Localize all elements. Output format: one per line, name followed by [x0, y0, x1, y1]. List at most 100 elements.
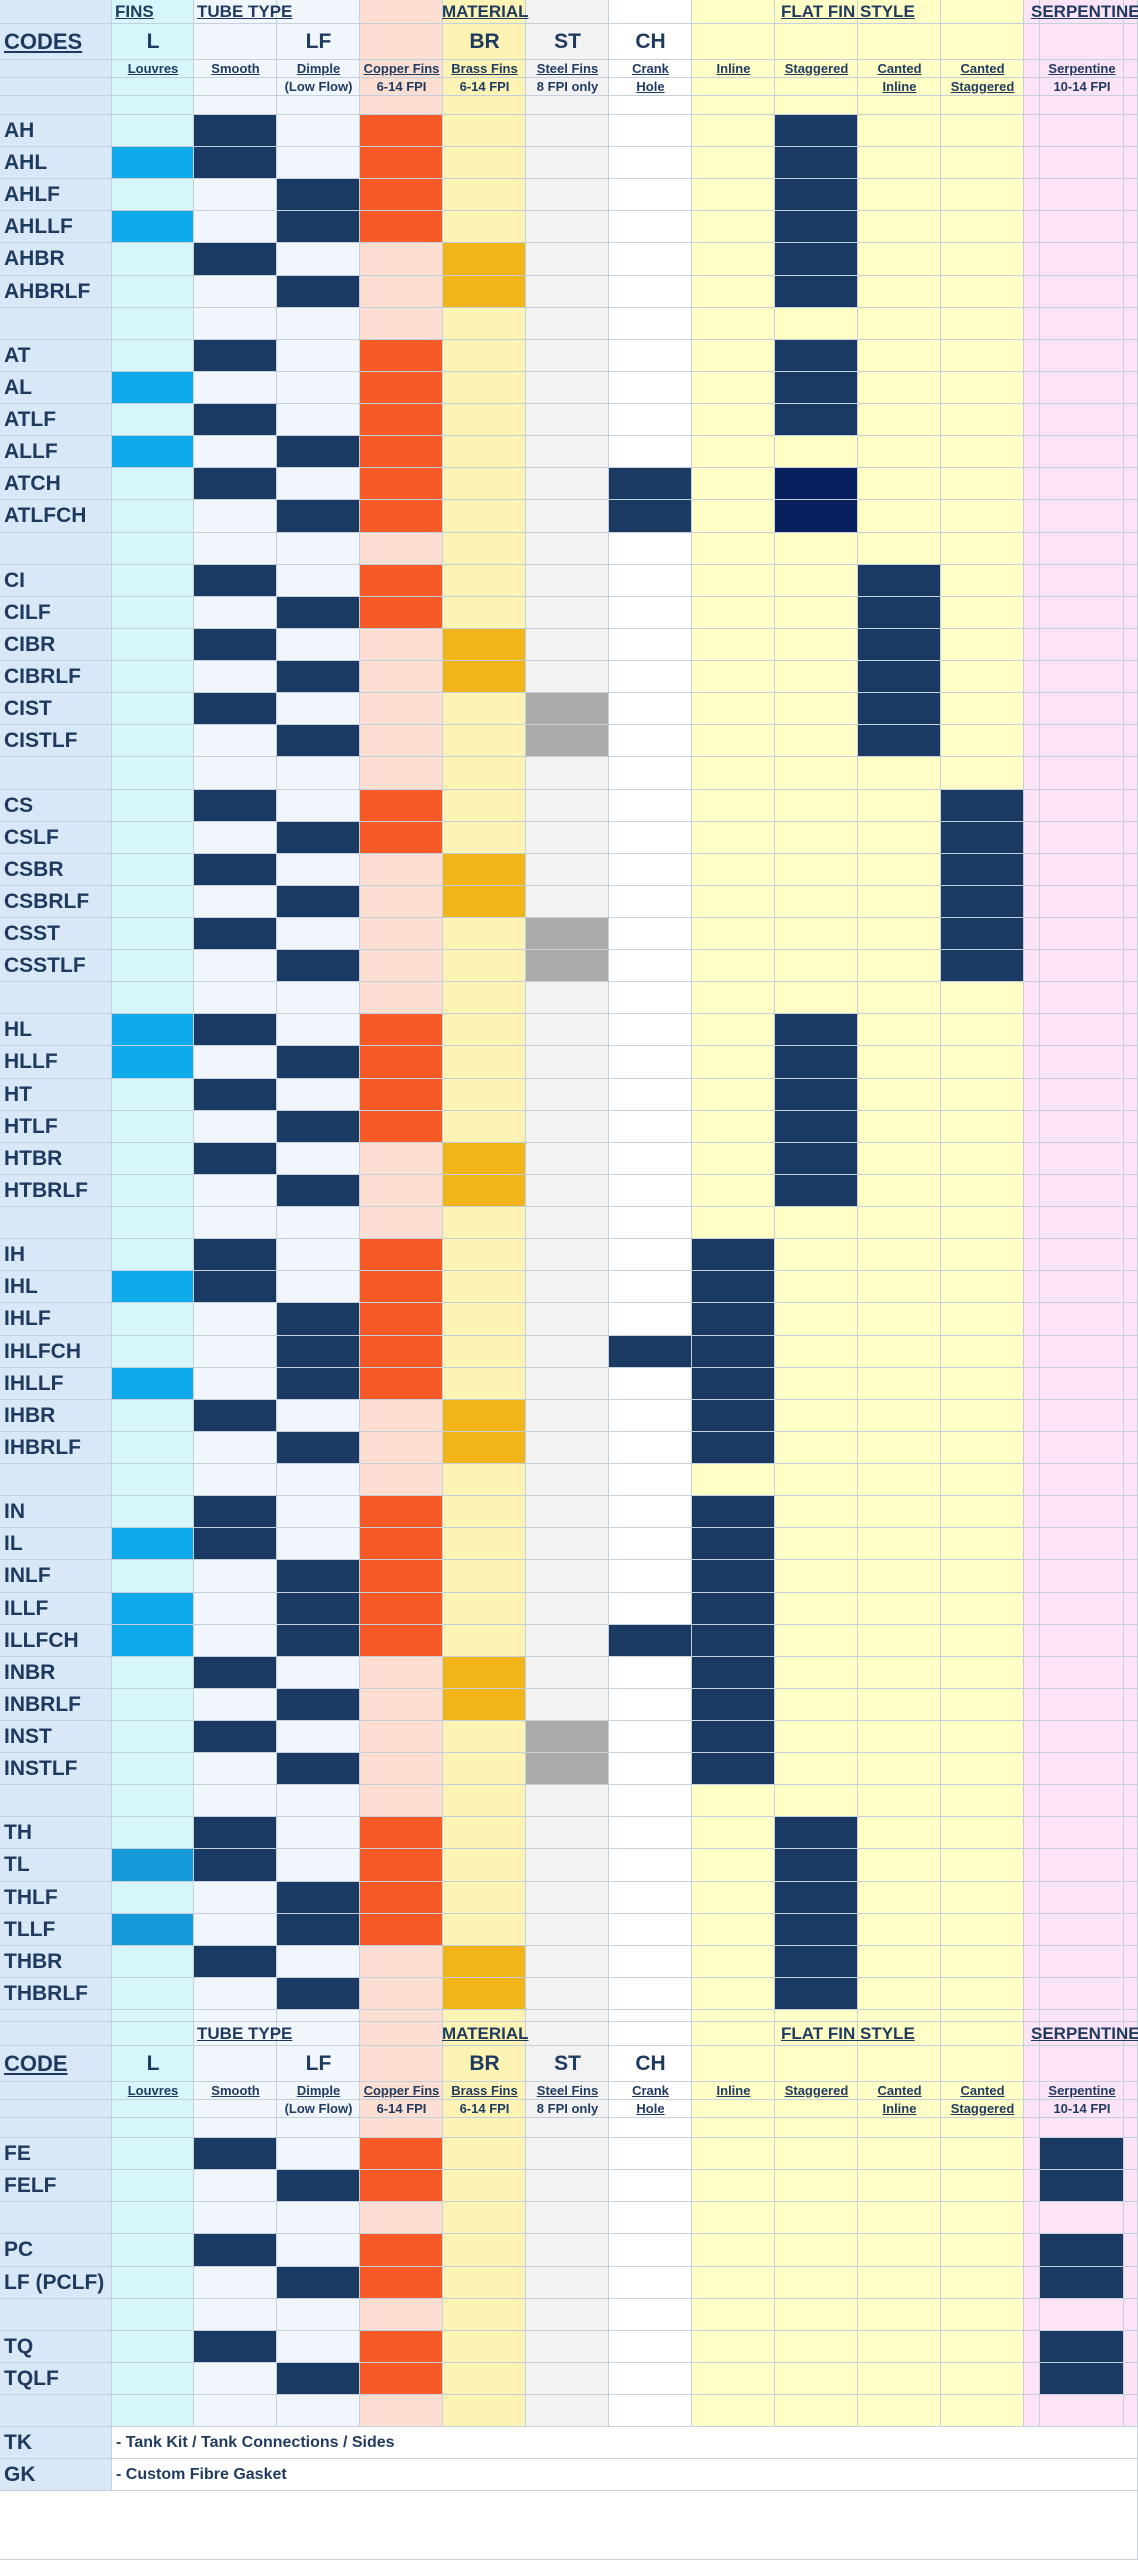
canted-inline-spacer[interactable]	[858, 96, 941, 115]
row-marker-louvres[interactable]	[112, 1271, 194, 1304]
row-marker-copper[interactable]	[360, 1528, 443, 1561]
serp-row-blank-codes[interactable]	[0, 2298, 112, 2331]
row-marker-brass[interactable]	[443, 1945, 526, 1978]
dimple-header-cell[interactable]	[277, 0, 360, 24]
serp-row-marker-copper[interactable]	[360, 2330, 443, 2363]
row-htlf-inline[interactable]	[692, 1110, 775, 1143]
edge-spacer[interactable]	[1124, 96, 1138, 115]
row-ihlf-canted-staggered[interactable]	[941, 1303, 1024, 1336]
row-blank-brass[interactable]	[443, 307, 526, 340]
row-atch-louvres[interactable]	[112, 468, 194, 501]
row-thbrlf-crank[interactable]	[609, 1977, 692, 2011]
row-al-blank[interactable]	[1024, 371, 1040, 405]
row-marker-staggered[interactable]	[775, 1977, 858, 2011]
row-inbrlf-louvres[interactable]	[112, 1688, 194, 1721]
serp-row-blank-brass[interactable]	[443, 2202, 526, 2235]
serp-row-blank-copper[interactable]	[360, 2202, 443, 2235]
serp-row-marker-serpentine[interactable]	[1040, 2234, 1124, 2267]
row-th-louvres[interactable]	[112, 1817, 194, 1850]
row-atlfch-steel[interactable]	[526, 500, 609, 533]
row-ahbrlf-steel[interactable]	[526, 275, 609, 308]
serp-row-marker-smooth[interactable]	[194, 2234, 277, 2267]
row-blank-brass[interactable]	[443, 532, 526, 565]
row-al-codes[interactable]	[0, 371, 112, 405]
row-csst-staggered[interactable]	[775, 918, 858, 951]
row-marker-dimple[interactable]	[277, 596, 360, 629]
row-marker-smooth[interactable]	[194, 1721, 277, 1754]
row-htbrlf-canted-staggered[interactable]	[941, 1174, 1024, 1208]
row-instlf-smooth[interactable]	[194, 1753, 277, 1786]
serpentine-header-cell[interactable]	[1040, 60, 1124, 78]
row-thbr-canted-inline[interactable]	[858, 1945, 941, 1978]
crank-header-cell[interactable]	[609, 2022, 692, 2047]
row-ihl-codes[interactable]	[0, 1271, 112, 1304]
row-marker-canted-inline[interactable]	[858, 628, 941, 662]
row-ci-codes[interactable]	[0, 564, 112, 597]
staggered-header-cell[interactable]	[775, 2022, 858, 2047]
row-blank-steel[interactable]	[526, 982, 609, 1015]
row-marker-crank[interactable]	[609, 1624, 692, 1657]
row-blank-blank[interactable]	[1024, 1464, 1040, 1497]
row-htbrlf-smooth[interactable]	[194, 1174, 277, 1208]
row-blank-brass[interactable]	[443, 1464, 526, 1497]
dimple-header-cell[interactable]	[277, 2046, 360, 2083]
row-instlf-crank[interactable]	[609, 1753, 692, 1786]
row-thlf-smooth[interactable]	[194, 1881, 277, 1914]
row-ahlf-blank[interactable]	[1024, 179, 1040, 212]
row-htbr-inline[interactable]	[692, 1142, 775, 1175]
serp-row-tqlf-canted-staggered[interactable]	[941, 2362, 1024, 2396]
row-blank-canted-staggered[interactable]	[941, 1785, 1024, 1818]
row-cibr-copper[interactable]	[360, 628, 443, 662]
row-ahllf-smooth[interactable]	[194, 211, 277, 244]
row-ahllf-crank[interactable]	[609, 211, 692, 244]
row-csstlf-blank[interactable]	[1024, 950, 1040, 983]
row-ihbrlf-crank[interactable]	[609, 1431, 692, 1465]
serp-row-felf-steel[interactable]	[526, 2170, 609, 2203]
serp-row-lfpclf-canted-inline[interactable]	[858, 2266, 941, 2299]
row-blank-codes[interactable]	[0, 757, 112, 790]
serp-row-lfpclf-staggered[interactable]	[775, 2266, 858, 2299]
serp-row-pc-edge[interactable]	[1124, 2234, 1138, 2267]
codes-header-cell[interactable]	[0, 2100, 112, 2119]
serp-row-tq-dimple[interactable]	[277, 2330, 360, 2363]
row-thbrlf-louvres[interactable]	[112, 1977, 194, 2011]
steel-header-cell[interactable]	[526, 2022, 609, 2047]
inline-gap[interactable]	[692, 2010, 775, 2023]
row-ihlf-blank[interactable]	[1024, 1303, 1040, 1336]
steel-gap[interactable]	[526, 2010, 609, 2023]
serp-row-lfpclf-codes[interactable]	[0, 2266, 112, 2299]
row-inbr-staggered[interactable]	[775, 1656, 858, 1689]
serp-row-blank-louvres[interactable]	[112, 2298, 194, 2331]
serpentine-header-cell[interactable]	[1040, 24, 1124, 60]
row-marker-steel[interactable]	[526, 693, 609, 726]
row-marker-smooth[interactable]	[194, 339, 277, 372]
row-il-crank[interactable]	[609, 1528, 692, 1561]
row-blank-canted-staggered[interactable]	[941, 982, 1024, 1015]
row-atlf-inline[interactable]	[692, 404, 775, 437]
row-marker-inline[interactable]	[692, 1721, 775, 1754]
row-csbr-inline[interactable]	[692, 853, 775, 886]
row-marker-staggered[interactable]	[775, 1174, 858, 1208]
serp-row-blank-serpentine[interactable]	[1040, 2298, 1124, 2331]
row-ah-serpentine[interactable]	[1040, 115, 1124, 148]
row-ah-crank[interactable]	[609, 115, 692, 148]
row-allf-canted-inline[interactable]	[858, 436, 941, 469]
row-tllf-crank[interactable]	[609, 1913, 692, 1946]
codes-header-cell[interactable]	[0, 0, 112, 24]
row-cistlf-copper[interactable]	[360, 725, 443, 758]
row-csbrlf-inline[interactable]	[692, 885, 775, 918]
row-inst-staggered[interactable]	[775, 1721, 858, 1754]
row-hllf-serpentine[interactable]	[1040, 1046, 1124, 1079]
row-cs-canted-inline[interactable]	[858, 789, 941, 822]
row-inlf-brass[interactable]	[443, 1560, 526, 1593]
smooth-header-cell[interactable]	[194, 0, 277, 24]
row-marker-smooth[interactable]	[194, 1014, 277, 1047]
row-marker-copper[interactable]	[360, 596, 443, 629]
row-blank-blank[interactable]	[1024, 982, 1040, 1015]
row-csbr-canted-inline[interactable]	[858, 853, 941, 886]
row-marker-staggered[interactable]	[775, 1849, 858, 1882]
row-cibr-steel[interactable]	[526, 628, 609, 662]
row-marker-copper[interactable]	[360, 1271, 443, 1304]
serp-row-pc-canted-staggered[interactable]	[941, 2234, 1024, 2267]
serp-row-blank-inline[interactable]	[692, 2202, 775, 2235]
